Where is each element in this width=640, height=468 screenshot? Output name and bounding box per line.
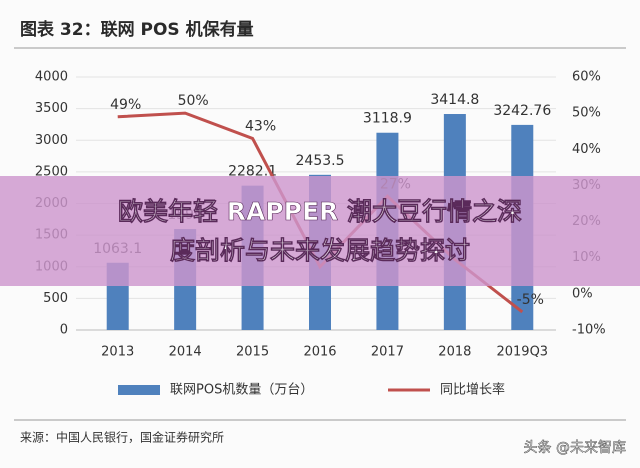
y-tick-label: 3000: [35, 133, 68, 148]
y-tick-label: 4000: [35, 70, 68, 85]
x-tick-label: 2017: [371, 345, 404, 360]
line-value-label: 50%: [178, 93, 209, 109]
y-tick-label: 500: [43, 291, 68, 306]
source: 来源：中国人民银行，国金证券研究所: [20, 430, 224, 445]
line-value-label: -5%: [517, 292, 544, 308]
bar-value-label: 3118.9: [363, 111, 412, 127]
x-tick-label: 2016: [303, 345, 336, 360]
x-tick-label: 2019Q3: [496, 345, 548, 360]
x-tick-label: 2018: [438, 345, 471, 360]
watermark: 头条 @未来智库: [524, 439, 626, 456]
legend-swatch: [118, 385, 160, 395]
bar-value-label: 3242.76: [493, 103, 551, 119]
x-tick-label: 2013: [101, 345, 134, 360]
y-tick-label: 3500: [35, 101, 68, 116]
y-tick-label: 0: [60, 323, 68, 338]
banner: [0, 176, 640, 286]
bar-value-label: 2453.5: [296, 153, 345, 169]
x-tick-label: 2015: [236, 345, 269, 360]
legend-label: 联网POS机数量（万台）: [170, 383, 313, 398]
y2-tick-label: 50%: [572, 106, 601, 121]
legend-label: 同比增长率: [440, 382, 505, 398]
x-tick-label: 2014: [169, 345, 202, 360]
line-value-label: 49%: [110, 97, 141, 113]
line-value-label: 43%: [245, 118, 276, 134]
y2-tick-label: 60%: [572, 70, 601, 85]
y-tick-label: 2500: [35, 164, 68, 179]
bar-value-label: 2282.1: [228, 164, 277, 180]
banner-line: 欧美年轻 RAPPER 潮大豆行情之深: [118, 197, 522, 226]
y2-tick-label: 0%: [572, 286, 593, 301]
y2-tick-label: 40%: [572, 142, 601, 157]
chart-title: 图表 32：联网 POS 机保有量: [20, 19, 254, 40]
banner-line: 度剖析与未来发展趋势探讨: [170, 236, 470, 265]
bar-value-label: 3414.8: [430, 92, 479, 108]
y2-tick-label: -10%: [572, 323, 606, 338]
